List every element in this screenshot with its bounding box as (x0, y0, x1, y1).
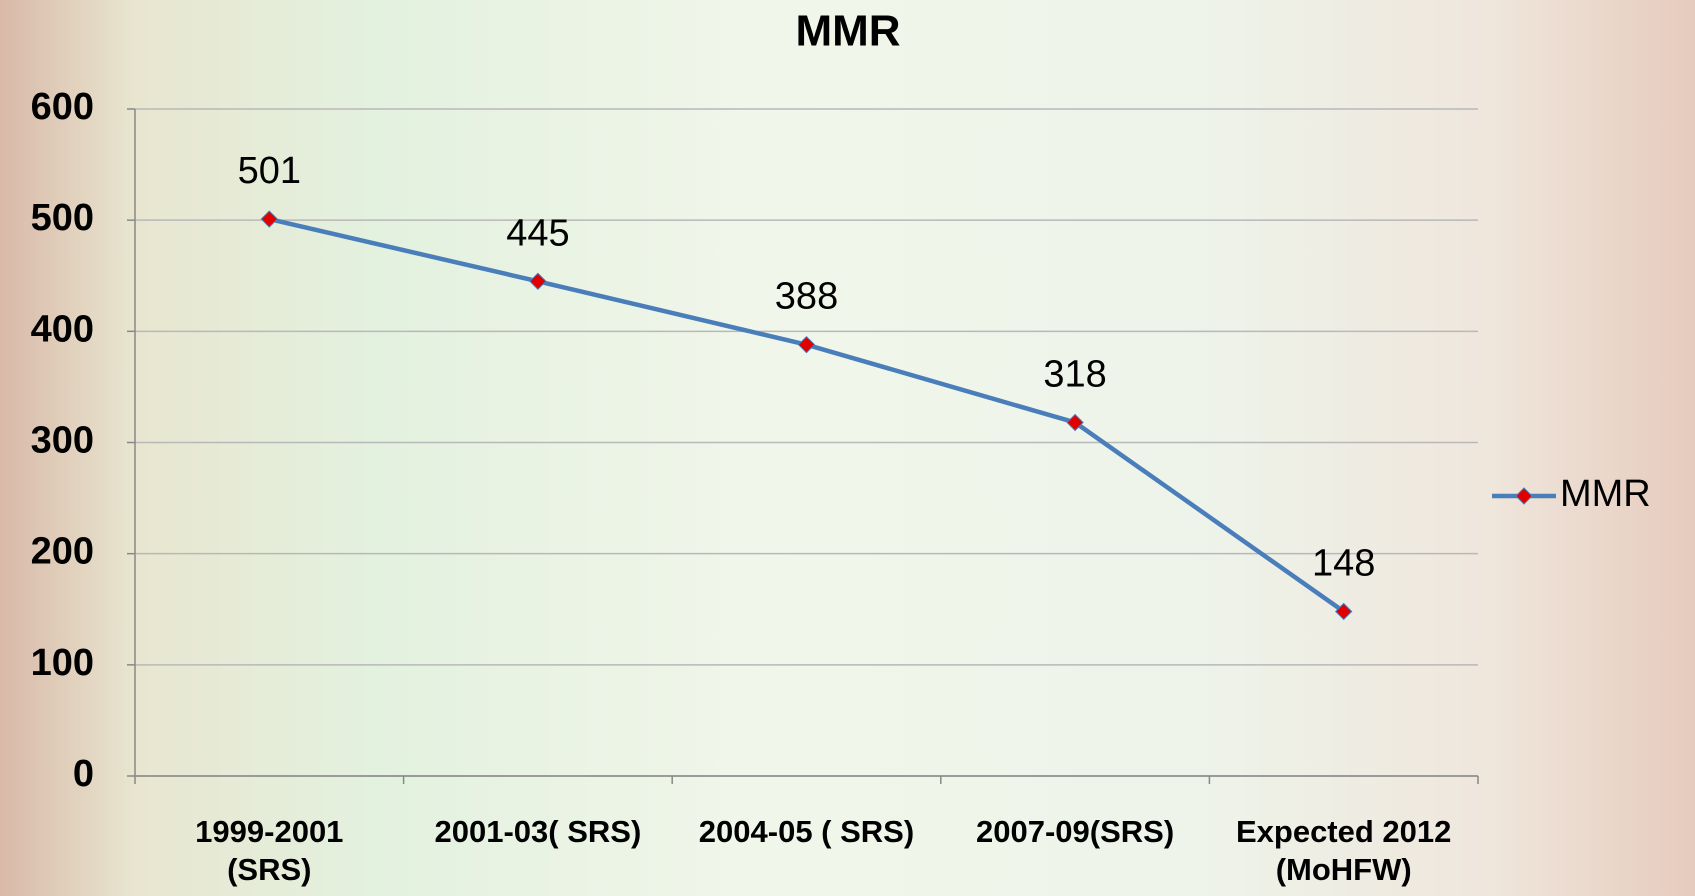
data-label: 318 (1043, 354, 1106, 396)
page: MMR 0 100 200 300 400 500 600 501 445 388 318 148 MM… (0, 0, 1695, 896)
legend-marker (1516, 488, 1532, 504)
y-tick-label: 0 (73, 753, 94, 795)
x-tick-label: Expected 2012 (MoHFW) (1209, 813, 1479, 889)
data-label: 148 (1312, 543, 1375, 585)
x-tick-label: 2004-05 ( SRS) (672, 813, 942, 851)
y-tick-label: 600 (31, 86, 94, 128)
y-tick-label: 300 (31, 420, 94, 462)
x-tick-label: 2007-09(SRS) (940, 813, 1210, 851)
x-tick-label: 2001-03( SRS) (403, 813, 673, 851)
chart-title: MMR (795, 7, 900, 56)
y-tick-label: 200 (31, 531, 94, 573)
marker (261, 211, 277, 227)
data-label: 388 (775, 276, 838, 318)
y-tick-label: 500 (31, 197, 94, 239)
y-tick-label: 100 (31, 642, 94, 684)
marker (530, 273, 546, 289)
y-tick-label: 400 (31, 308, 94, 350)
legend-label: MMR (1560, 473, 1651, 515)
marker (799, 337, 815, 353)
x-tick-label: 1999-2001 (SRS) (134, 813, 404, 889)
chart: MMR 0 100 200 300 400 500 600 501 445 388 318 148 MM… (0, 0, 1695, 896)
data-label: 501 (238, 150, 301, 192)
data-label: 445 (506, 212, 569, 254)
